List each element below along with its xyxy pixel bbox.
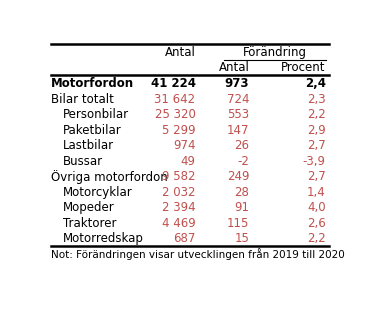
Text: 5 299: 5 299 [162,124,196,137]
Text: 4,0: 4,0 [307,201,326,214]
Text: 41 224: 41 224 [150,77,196,90]
Text: 2,9: 2,9 [307,124,326,137]
Text: Motorredskap: Motorredskap [63,232,143,245]
Text: Övriga motorfordon: Övriga motorfordon [51,170,168,184]
Text: 2 394: 2 394 [162,201,196,214]
Text: Motorcyklar: Motorcyklar [63,186,132,199]
Text: Procent: Procent [281,61,326,74]
Text: Förändring: Förändring [243,46,307,59]
Text: 49: 49 [181,155,196,168]
Text: Personbilar: Personbilar [63,108,129,121]
Text: 553: 553 [227,108,249,121]
Text: 687: 687 [173,232,196,245]
Text: 2,6: 2,6 [307,217,326,230]
Text: 15: 15 [234,232,249,245]
Text: 4 469: 4 469 [162,217,196,230]
Text: -3,9: -3,9 [303,155,326,168]
Text: 2,4: 2,4 [305,77,326,90]
Text: 28: 28 [234,186,249,199]
Text: Antal: Antal [165,46,196,59]
Text: Traktorer: Traktorer [63,217,116,230]
Text: Motorfordon: Motorfordon [51,77,134,90]
Text: 2,7: 2,7 [307,170,326,183]
Text: 2,3: 2,3 [307,93,326,106]
Text: 115: 115 [227,217,249,230]
Text: 2,2: 2,2 [307,108,326,121]
Text: Not: Förändringen visar utvecklingen från 2019 till 2020: Not: Förändringen visar utvecklingen frå… [51,248,345,260]
Text: Bussar: Bussar [63,155,103,168]
Text: 26: 26 [234,139,249,152]
Text: 974: 974 [173,139,196,152]
Text: Lastbilar: Lastbilar [63,139,114,152]
Text: Mopeder: Mopeder [63,201,114,214]
Text: 249: 249 [227,170,249,183]
Text: Antal: Antal [218,61,249,74]
Text: Paketbilar: Paketbilar [63,124,121,137]
Text: -2: -2 [237,155,249,168]
Text: 147: 147 [227,124,249,137]
Text: 973: 973 [225,77,249,90]
Text: 2 032: 2 032 [162,186,196,199]
Text: 2,7: 2,7 [307,139,326,152]
Text: 9 582: 9 582 [162,170,196,183]
Text: Bilar totalt: Bilar totalt [51,93,114,106]
Text: 2,2: 2,2 [307,232,326,245]
Text: 1,4: 1,4 [307,186,326,199]
Text: 25 320: 25 320 [155,108,196,121]
Text: 91: 91 [234,201,249,214]
Text: 31 642: 31 642 [154,93,196,106]
Text: 724: 724 [227,93,249,106]
